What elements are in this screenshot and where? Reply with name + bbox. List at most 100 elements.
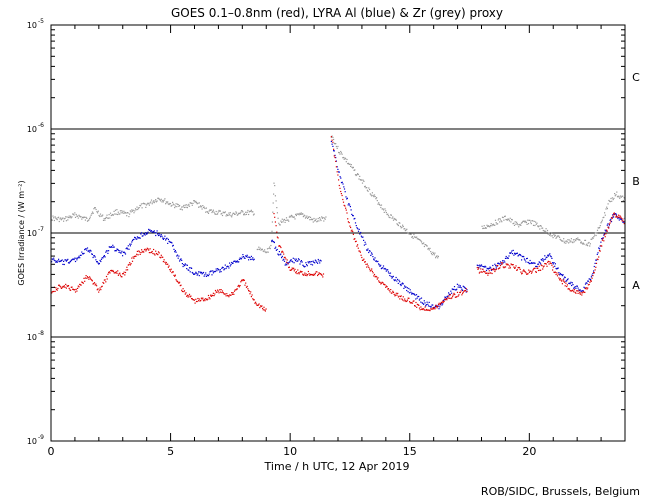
- data-point: [584, 287, 586, 289]
- data-point: [219, 291, 221, 293]
- data-point: [618, 196, 620, 198]
- data-point: [137, 237, 139, 239]
- data-point: [226, 265, 229, 267]
- data-point: [381, 267, 383, 269]
- data-point: [349, 225, 351, 227]
- data-point: [488, 225, 490, 227]
- data-point: [155, 232, 157, 234]
- data-point: [370, 252, 373, 254]
- data-point: [615, 215, 618, 217]
- data-point: [64, 259, 66, 261]
- data-point: [54, 216, 56, 218]
- data-point: [308, 216, 310, 218]
- data-point: [418, 304, 420, 306]
- data-point: [370, 269, 372, 271]
- data-point: [606, 230, 608, 232]
- data-point: [536, 222, 538, 224]
- data-point: [442, 301, 444, 303]
- data-point: [483, 266, 485, 268]
- data-point: [219, 269, 221, 271]
- data-point: [297, 213, 300, 215]
- data-point: [421, 243, 423, 245]
- data-point: [380, 204, 383, 206]
- data-point: [230, 264, 232, 266]
- data-point: [274, 195, 276, 197]
- data-point: [342, 201, 345, 203]
- data-point: [129, 243, 131, 245]
- data-point: [601, 238, 603, 240]
- data-point: [164, 235, 166, 237]
- data-point: [266, 251, 268, 253]
- data-point: [262, 307, 264, 310]
- data-point: [92, 212, 94, 214]
- data-point: [100, 260, 102, 263]
- data-point: [108, 271, 110, 273]
- data-point: [180, 208, 182, 210]
- data-point: [82, 253, 84, 255]
- data-point: [510, 221, 512, 223]
- data-point: [335, 166, 337, 168]
- data-point: [322, 217, 324, 219]
- data-point: [120, 276, 122, 278]
- data-point: [610, 217, 613, 219]
- data-point: [547, 261, 549, 263]
- data-point: [120, 252, 122, 254]
- data-point: [258, 246, 260, 248]
- data-point: [561, 280, 563, 282]
- data-point: [354, 174, 357, 176]
- data-point: [223, 212, 225, 214]
- data-point: [607, 223, 609, 225]
- data-point: [202, 272, 204, 274]
- data-point: [538, 261, 540, 263]
- data-point: [117, 270, 119, 272]
- data-point: [126, 247, 128, 249]
- data-point: [310, 274, 312, 276]
- data-point: [189, 296, 191, 298]
- data-point: [193, 273, 195, 275]
- data-point: [204, 274, 206, 276]
- data-point: [269, 246, 271, 248]
- data-point: [596, 258, 598, 260]
- data-point: [119, 210, 121, 212]
- data-point: [297, 213, 299, 215]
- data-point: [140, 203, 142, 205]
- data-point: [206, 299, 208, 301]
- data-point: [281, 218, 283, 220]
- data-point: [61, 218, 63, 220]
- data-point: [604, 214, 606, 216]
- data-point: [394, 295, 396, 297]
- data-point: [271, 239, 273, 241]
- data-point: [103, 279, 105, 281]
- data-point: [335, 145, 337, 148]
- data-point: [165, 238, 167, 240]
- data-point: [285, 263, 287, 265]
- data-point: [123, 251, 125, 253]
- data-point: [387, 269, 389, 271]
- data-point: [250, 255, 252, 257]
- x-tick-label: 10: [283, 445, 297, 458]
- data-point: [198, 202, 200, 204]
- data-point: [399, 225, 402, 227]
- data-point: [78, 286, 80, 288]
- data-point: [242, 211, 244, 213]
- data-point: [84, 216, 86, 218]
- data-point: [497, 268, 499, 270]
- data-point: [54, 260, 56, 262]
- data-point: [461, 294, 463, 296]
- data-point: [300, 213, 302, 215]
- data-point: [353, 238, 355, 240]
- data-point: [351, 213, 353, 215]
- data-point: [257, 304, 259, 306]
- data-point: [423, 309, 425, 311]
- data-point: [247, 209, 249, 212]
- data-point: [566, 285, 568, 288]
- data-point: [415, 294, 418, 296]
- data-point: [543, 230, 545, 232]
- data-point: [294, 218, 296, 220]
- data-point: [291, 267, 293, 269]
- data-point: [205, 272, 207, 274]
- data-point: [67, 258, 69, 260]
- data-point: [509, 267, 511, 269]
- data-point: [211, 294, 213, 296]
- data-point: [145, 232, 147, 234]
